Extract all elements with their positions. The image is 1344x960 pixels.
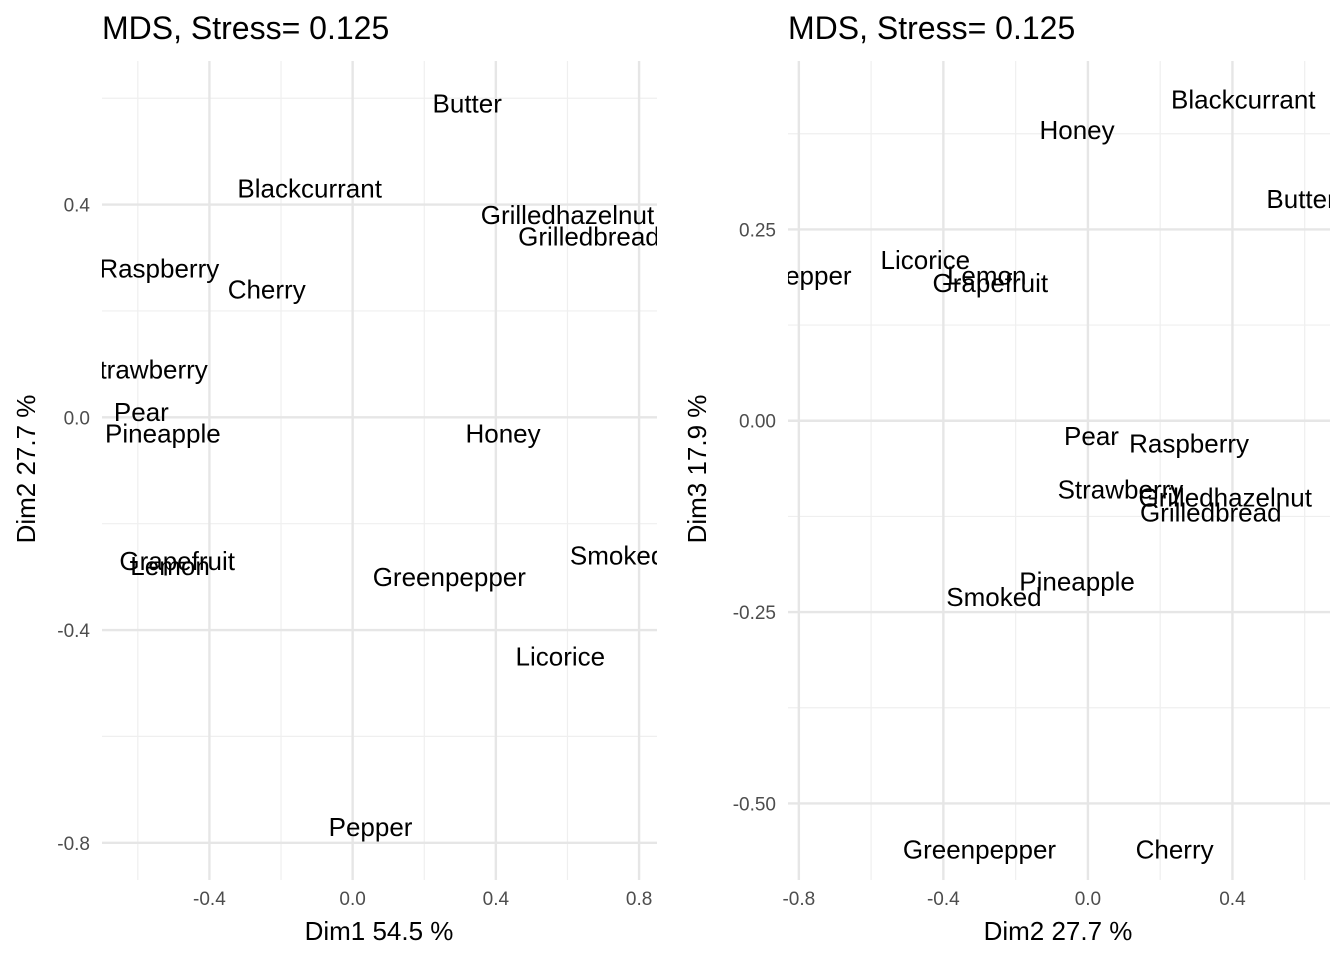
point-label-pear: Pear (1064, 421, 1119, 451)
panel-title: MDS, Stress= 0.125 (788, 10, 1075, 46)
x-tick-label: 0.0 (1075, 889, 1101, 910)
point-labels: Blackcurrant Honey Butter Licorice Pepper Lem… (768, 84, 1336, 864)
x-tick-label: 0.4 (1219, 889, 1246, 910)
point-label-licorice: Licorice (881, 245, 971, 275)
point-label-grapefruit: Grapefruit (933, 268, 1049, 298)
point-label-grilledbread: Grilledbread (1140, 498, 1282, 528)
grid (102, 61, 657, 880)
point-label-smoked: Smoked (946, 582, 1041, 612)
y-tick-label: -0.50 (733, 794, 776, 815)
point-label-pear: Pear (114, 397, 169, 427)
point-label-cherry: Cherry (228, 275, 306, 305)
point-label-pepper: Pepper (768, 260, 852, 290)
x-tick-label: -0.4 (193, 889, 226, 910)
point-label-lemon: Lemon (947, 260, 1027, 290)
point-label-blackcurrant: Blackcurrant (1171, 84, 1316, 114)
point-label-strawberry: Strawberry (1058, 475, 1184, 505)
x-axis-title: Dim2 27.7 % (984, 916, 1133, 946)
x-tick-label: -0.4 (927, 889, 960, 910)
y-tick-label: -0.4 (57, 621, 90, 642)
x-tick-label: 0.0 (339, 889, 365, 910)
mds-panel-dim1-dim2: MDS, Stress= 0.125 Dim1 54.5 % Dim2 27.7… (11, 10, 665, 946)
y-tick-label: -0.8 (57, 834, 90, 855)
point-label-honey: Honey (1039, 115, 1114, 145)
y-axis-title: Dim3 17.9 % (682, 395, 712, 544)
point-label-honey: Honey (465, 418, 540, 448)
point-label-greenpepper: Greenpepper (903, 834, 1057, 864)
point-label-licorice: Licorice (516, 642, 606, 672)
mds-panel-dim2-dim3: MDS, Stress= 0.125 Dim2 27.7 % Dim3 17.9… (682, 10, 1336, 946)
x-tick-label: 0.4 (483, 889, 510, 910)
point-label-grilledhazelnut: Grilledhazelnut (1138, 482, 1312, 512)
panel-title: MDS, Stress= 0.125 (102, 10, 389, 46)
point-label-grilledhazelnut: Grilledhazelnut (481, 200, 655, 230)
point-label-greenpepper: Greenpepper (373, 562, 527, 592)
point-label-blackcurrant: Blackcurrant (237, 174, 382, 204)
y-axis-title: Dim2 27.7 % (11, 395, 41, 544)
grid (788, 61, 1330, 880)
point-label-pepper: Pepper (329, 812, 413, 842)
point-label-butter: Butter (433, 89, 503, 119)
point-label-smoked: Smoked (570, 541, 665, 571)
point-label-grilledbread: Grilledbread (518, 222, 660, 252)
point-labels: Butter Blackcurrant GrilledhazelnutGrilled… (82, 89, 665, 842)
point-label-pineapple: Pineapple (1019, 566, 1135, 596)
y-tick-label: 0.4 (64, 196, 91, 217)
y-tick-label: 0.0 (64, 408, 90, 429)
x-tick-label: 0.8 (626, 889, 652, 910)
x-tick-label: -0.8 (782, 889, 815, 910)
point-label-raspberry: Raspberry (99, 253, 219, 283)
point-label-butter: Butter (1266, 184, 1336, 214)
point-label-strawberry: Strawberry (82, 354, 208, 384)
point-label-cherry: Cherry (1136, 834, 1214, 864)
y-tick-label: 0.25 (739, 220, 776, 241)
point-label-grapefruit: Grapefruit (119, 546, 235, 576)
x-axis-title: Dim1 54.5 % (305, 916, 454, 946)
y-tick-label: -0.25 (733, 603, 776, 624)
point-label-lemon: Lemon (130, 551, 210, 581)
y-tick-label: 0.00 (739, 412, 776, 433)
point-label-raspberry: Raspberry (1129, 429, 1249, 459)
point-label-pineapple: Pineapple (105, 418, 221, 448)
